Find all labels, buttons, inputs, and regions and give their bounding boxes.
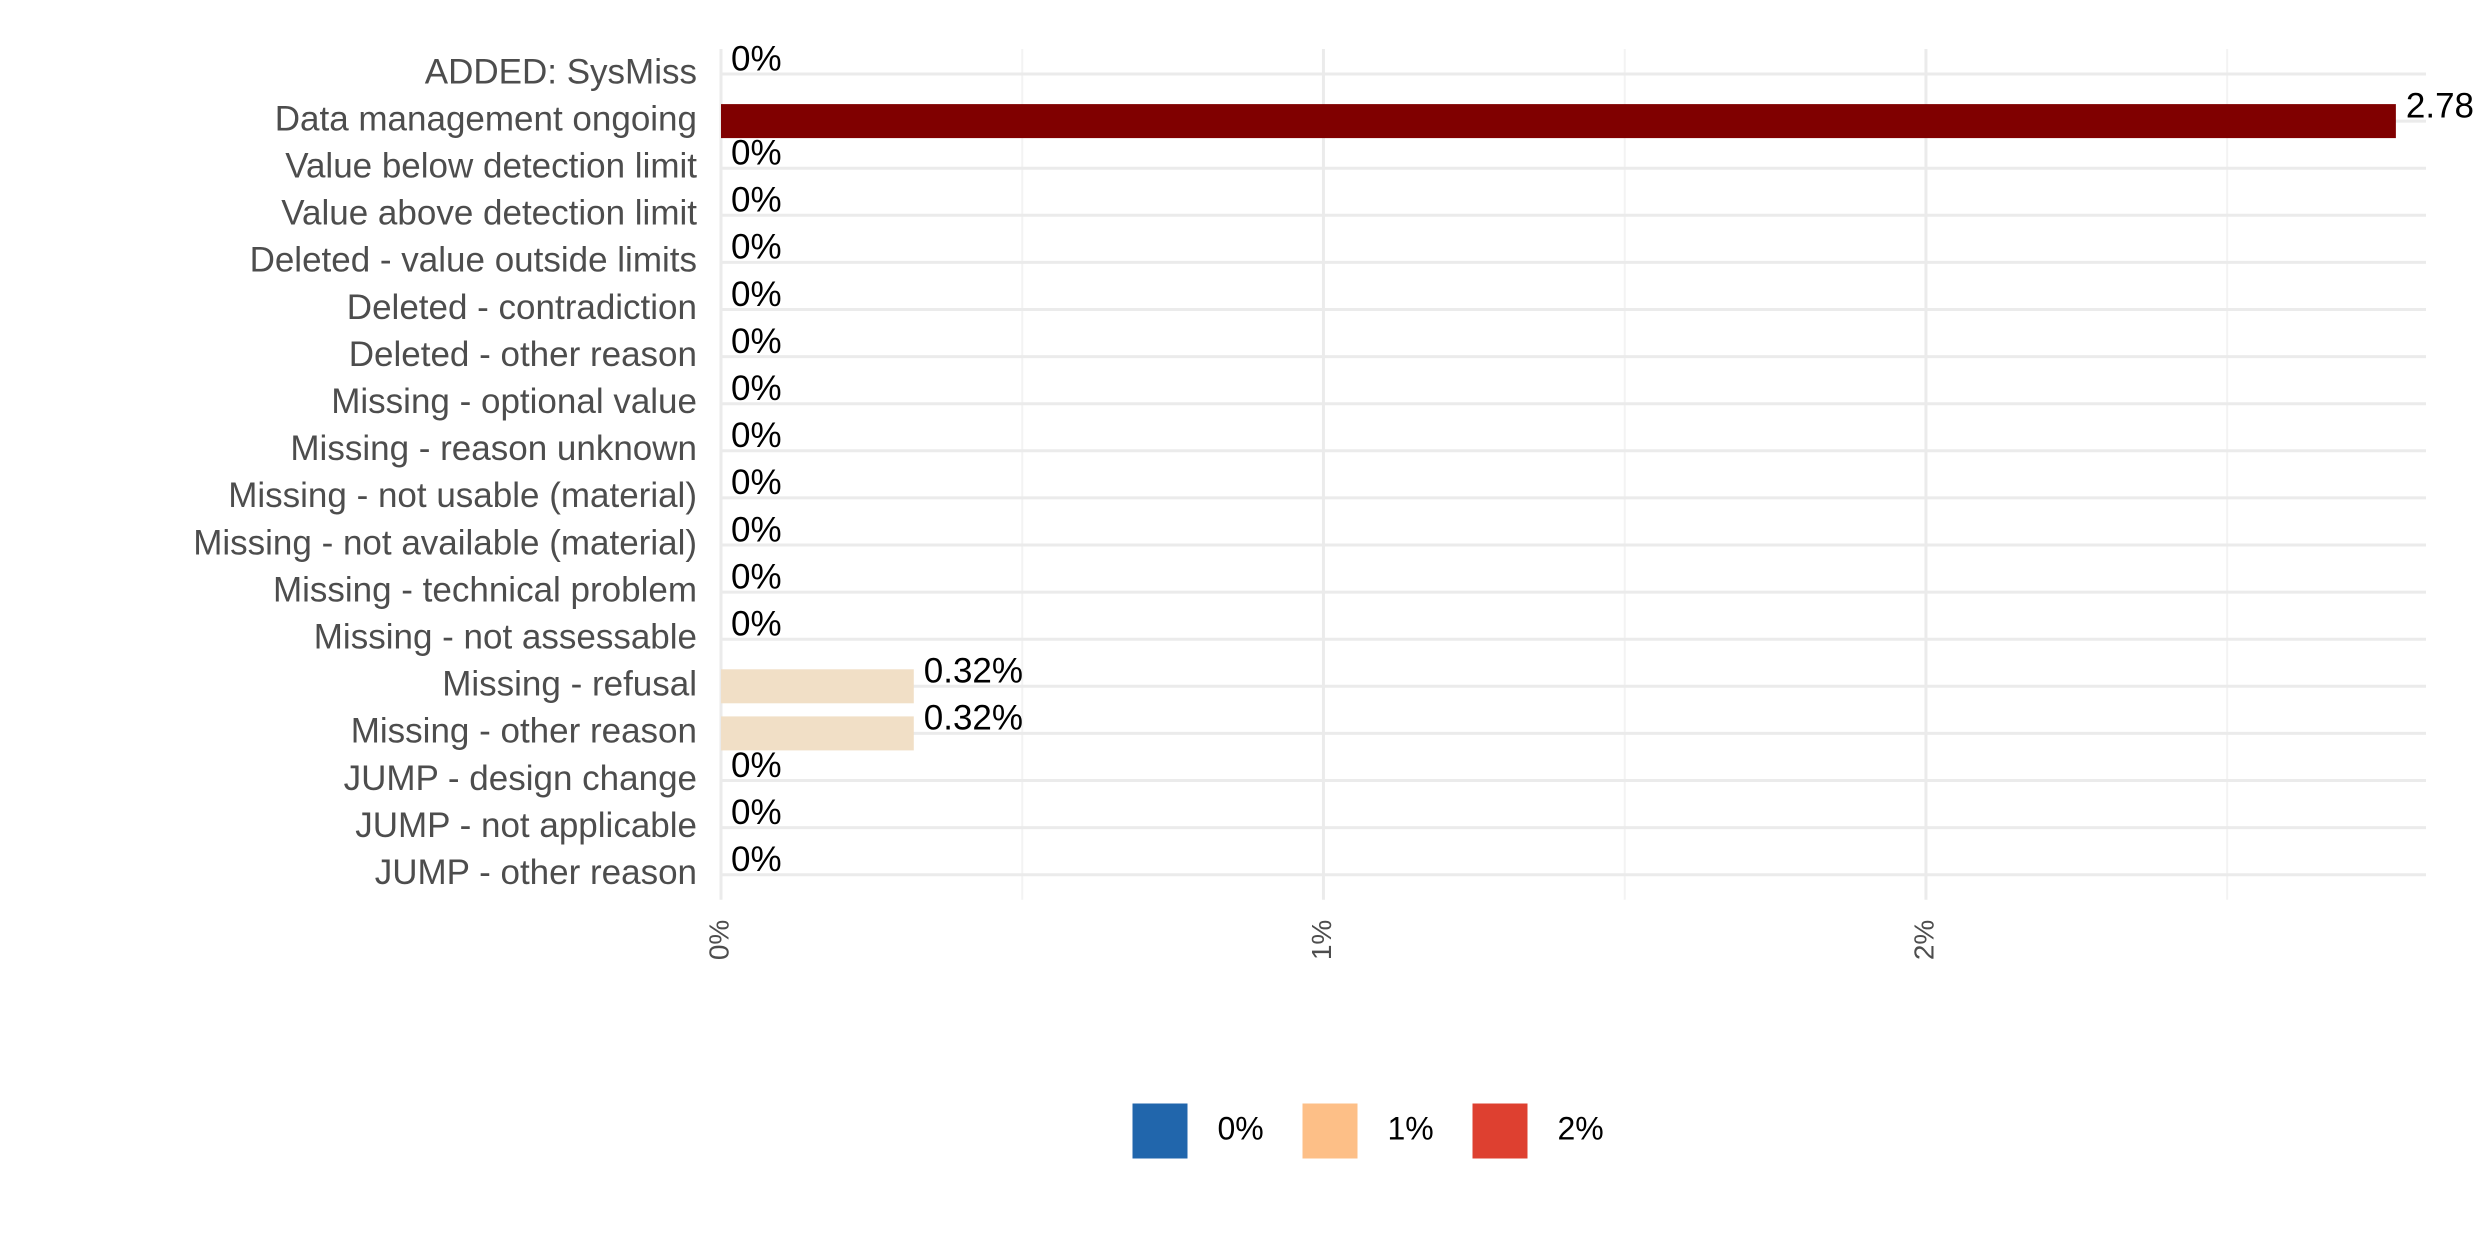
y-tick-label: Missing - not assessable: [314, 617, 697, 656]
value-label: 0%: [731, 463, 782, 502]
y-tick-label: Value below detection limit: [285, 146, 697, 185]
y-tick-label: Deleted - contradiction: [347, 288, 697, 327]
legend-label: 1%: [1388, 1110, 1434, 1146]
value-label: 0%: [731, 416, 782, 455]
y-tick-label: Missing - refusal: [442, 665, 697, 704]
y-tick-label: Missing - not usable (material): [228, 476, 697, 515]
y-tick-label: Deleted - other reason: [349, 335, 697, 374]
y-tick-label: JUMP - not applicable: [355, 806, 697, 845]
bar: [721, 716, 914, 751]
x-tick-label: 0%: [703, 920, 734, 960]
legend-swatch: [1132, 1103, 1188, 1159]
value-label: 0%: [731, 510, 782, 549]
y-tick-label: Missing - optional value: [331, 382, 697, 421]
y-tick-label: Missing - technical problem: [273, 570, 697, 609]
y-tick-label: Missing - reason unknown: [290, 429, 697, 468]
legend-label: 0%: [1218, 1110, 1264, 1146]
x-tick-label: 2%: [1908, 920, 1939, 960]
legend-swatch: [1472, 1103, 1528, 1159]
value-label: 2.78%: [2406, 86, 2475, 125]
legend-label: 2%: [1558, 1110, 1604, 1146]
value-label: 0.32%: [924, 699, 1023, 738]
value-label: 0%: [731, 369, 782, 408]
y-tick-label: Missing - other reason: [351, 712, 697, 751]
y-tick-label: Deleted - value outside limits: [250, 241, 697, 280]
value-label: 0%: [731, 39, 782, 78]
bar: [721, 669, 914, 704]
y-tick-label: Data management ongoing: [275, 99, 697, 138]
value-label: 0.32%: [924, 652, 1023, 691]
legend-swatch: [1302, 1103, 1358, 1159]
value-label: 0%: [731, 793, 782, 832]
value-label: 0%: [731, 228, 782, 267]
y-tick-label: Value above detection limit: [281, 194, 697, 233]
value-label: 0%: [731, 604, 782, 643]
value-label: 0%: [731, 181, 782, 220]
value-label: 0%: [731, 840, 782, 879]
value-label: 0%: [731, 322, 782, 361]
y-tick-label: JUMP - other reason: [375, 853, 697, 892]
value-label: 0%: [731, 133, 782, 172]
value-label: 0%: [731, 275, 782, 314]
bar: [721, 104, 2396, 139]
y-tick-label: ADDED: SysMiss: [425, 52, 697, 91]
value-label: 0%: [731, 746, 782, 785]
value-label: 0%: [731, 557, 782, 596]
y-tick-label: JUMP - design change: [344, 759, 697, 798]
y-tick-label: Missing - not available (material): [193, 523, 697, 562]
x-tick-label: 1%: [1306, 920, 1337, 960]
